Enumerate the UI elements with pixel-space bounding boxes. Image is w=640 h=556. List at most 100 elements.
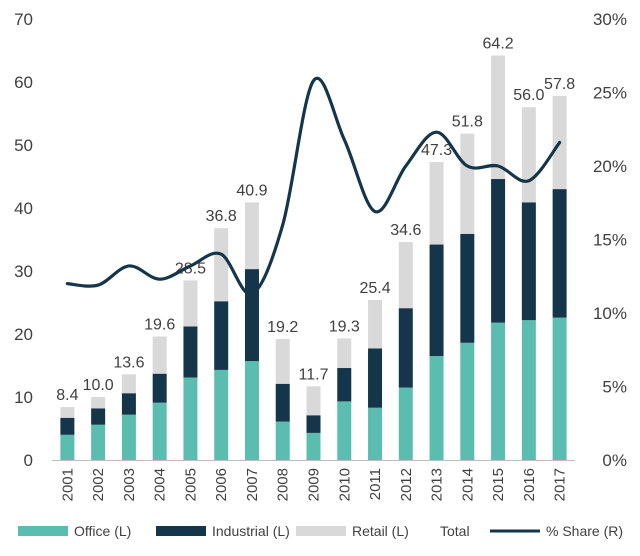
bar-industrial-2008	[275, 383, 290, 422]
y-left-tick-label: 50	[14, 136, 33, 155]
bar-industrial-2003	[121, 393, 136, 415]
legend-label-0: Office (L)	[74, 523, 131, 539]
bar-office-2003	[121, 414, 136, 460]
bar-retail-2015	[491, 55, 506, 180]
bar-industrial-2014	[460, 233, 475, 343]
bar-retail-2007	[244, 202, 259, 270]
bar-industrial-2004	[152, 373, 167, 403]
total-label-2013: 47.3	[421, 142, 452, 159]
bar-office-2002	[91, 424, 106, 460]
x-tick-label: 2001	[59, 468, 76, 501]
x-tick-label: 2011	[367, 468, 384, 500]
bar-industrial-2013	[429, 244, 444, 357]
x-tick-label: 2008	[275, 468, 292, 501]
total-label-2016: 56.0	[513, 87, 544, 104]
x-tick-label: 2006	[213, 468, 230, 501]
x-tick-label: 2007	[244, 468, 261, 501]
bar-industrial-2006	[214, 301, 229, 370]
data-labels-layer: 8.4 10.0 13.6 19.6 28.5 36.8 40.9 19.2 11.7 19.3 2…	[56, 36, 575, 405]
bar-office-2004	[152, 402, 167, 460]
bar-retail-2010	[337, 338, 352, 369]
total-label-2002: 10.0	[83, 377, 114, 394]
x-tick-label: 2012	[398, 468, 415, 501]
bar-retail-2002	[91, 397, 106, 409]
total-label-2015: 64.2	[483, 36, 514, 53]
x-tick-label: 2010	[336, 468, 353, 501]
legend-swatch-0	[18, 526, 68, 536]
legend: Office (L) Industrial (L) Retail (L) Total%…	[18, 523, 623, 539]
bar-office-2016	[521, 320, 536, 460]
bar-office-2006	[214, 369, 229, 460]
bar-retail-2016	[521, 107, 536, 203]
y-left-tick-label: 70	[14, 10, 33, 29]
legend-label-4: % Share (R)	[546, 523, 623, 539]
bar-office-2005	[183, 377, 198, 460]
bar-office-2013	[429, 356, 444, 460]
x-tick-label: 2017	[552, 468, 569, 501]
bar-office-2009	[306, 432, 321, 460]
total-label-2017: 57.8	[544, 76, 575, 93]
x-tick-label: 2013	[429, 468, 446, 501]
total-label-2001: 8.4	[56, 387, 78, 404]
bar-industrial-2009	[306, 415, 321, 433]
total-label-2004: 19.6	[144, 317, 175, 334]
total-label-2010: 19.3	[329, 318, 360, 335]
y-right-tick-label: 30%	[593, 10, 627, 29]
bar-industrial-2016	[521, 202, 536, 321]
legend-swatch-1	[156, 526, 206, 536]
y-left-tick-label: 60	[14, 73, 33, 92]
bar-office-2012	[398, 387, 413, 460]
bar-industrial-2001	[60, 417, 75, 435]
y-left-tick-label: 40	[14, 199, 33, 218]
bar-retail-2006	[214, 228, 229, 302]
bar-office-2017	[552, 317, 567, 460]
bar-office-2014	[460, 342, 475, 460]
bars-layer	[60, 55, 567, 460]
x-tick-label: 2009	[306, 468, 323, 501]
y-left-tick-label: 0	[24, 451, 33, 470]
bar-retail-2004	[152, 336, 167, 374]
x-tick-label: 2014	[459, 468, 476, 501]
bar-retail-2013	[429, 162, 444, 245]
bar-office-2010	[337, 401, 352, 460]
y-right-tick-label: 0%	[602, 451, 627, 470]
legend-swatch-2	[296, 526, 346, 536]
y-right-tick-label: 20%	[593, 157, 627, 176]
bar-industrial-2017	[552, 189, 567, 318]
total-label-2012: 34.6	[390, 222, 421, 239]
bar-industrial-2005	[183, 326, 198, 378]
bar-industrial-2002	[91, 408, 106, 425]
bar-retail-2008	[275, 339, 290, 384]
x-tick-label: 2005	[182, 468, 199, 501]
x-tick-label: 2004	[152, 468, 169, 501]
bar-office-2011	[368, 407, 383, 460]
bar-office-2015	[491, 322, 506, 460]
legend-label-1: Industrial (L)	[212, 523, 290, 539]
bar-office-2007	[244, 361, 259, 460]
y-left-tick-label: 10	[14, 388, 33, 407]
bar-industrial-2012	[398, 308, 413, 388]
total-label-2011: 25.4	[359, 280, 390, 297]
total-label-2009: 11.7	[299, 366, 329, 383]
x-tick-label: 2016	[521, 468, 538, 501]
bar-industrial-2011	[368, 348, 383, 408]
bar-retail-2003	[121, 374, 136, 394]
x-tick-label: 2003	[121, 468, 138, 501]
y-right-tick-label: 25%	[593, 84, 627, 103]
x-tick-label: 2002	[90, 468, 107, 501]
total-label-2005: 28.5	[175, 260, 206, 277]
bar-industrial-2007	[244, 269, 259, 362]
bar-industrial-2010	[337, 368, 352, 402]
bar-retail-2009	[306, 386, 321, 416]
y-left-tick-label: 20	[14, 325, 33, 344]
total-label-2007: 40.9	[236, 182, 267, 199]
bar-retail-2012	[398, 242, 413, 309]
y-right-tick-label: 10%	[593, 304, 627, 323]
total-label-2006: 36.8	[206, 208, 237, 225]
total-label-2003: 13.6	[113, 354, 144, 371]
bar-office-2008	[275, 421, 290, 460]
bar-industrial-2015	[491, 179, 506, 323]
total-label-2014: 51.8	[452, 114, 483, 131]
y-right-tick-label: 5%	[602, 378, 627, 397]
